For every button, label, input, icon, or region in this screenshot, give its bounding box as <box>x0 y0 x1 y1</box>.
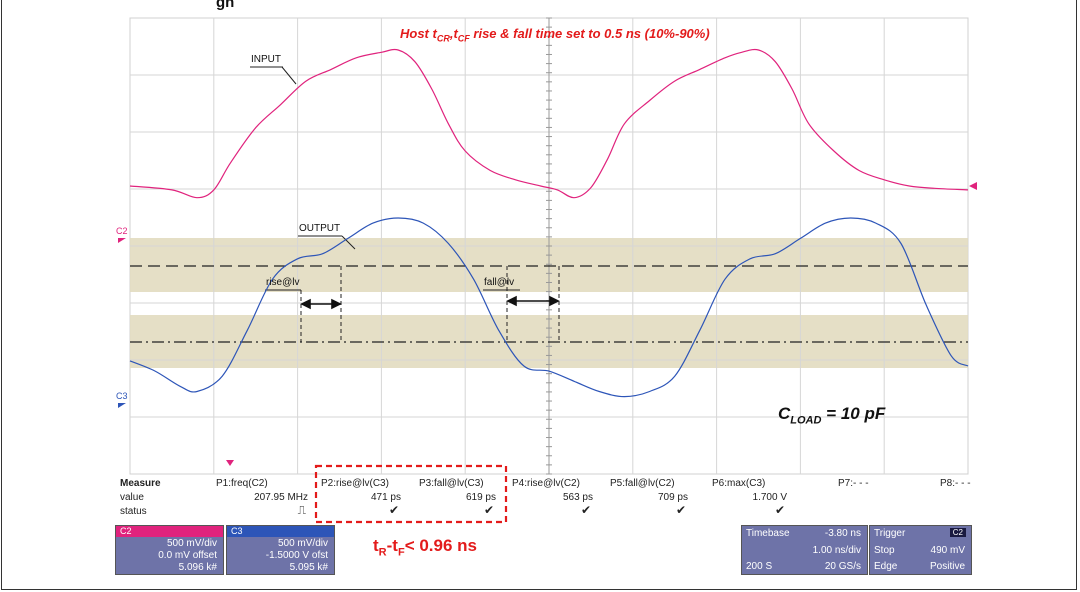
measure-param-value: 207.95 MHz <box>254 492 308 503</box>
measure-param-name: P7:- - - <box>838 478 869 489</box>
cload-sub: LOAD <box>790 414 822 427</box>
c2-channel-label: C2 <box>116 226 128 236</box>
trigger-position-marker <box>226 460 234 466</box>
timebase-delay: -3.80 ns <box>824 528 861 539</box>
trtf-text: < 0.96 ns <box>404 536 477 555</box>
chart-annotation-title: Host tCR,tCF rise & fall time set to 0.5… <box>400 26 710 44</box>
measure-param-name: P4:rise@lv(C2) <box>512 478 580 489</box>
cload-text: C <box>778 404 791 423</box>
c2-offset-marker <box>969 182 977 190</box>
c2-channel-badge[interactable]: C2 500 mV/div 0.0 mV offset 5.096 k# <box>115 525 224 575</box>
input-label-leader <box>281 66 297 85</box>
trigger-level: 490 mV <box>930 545 965 556</box>
measure-param-status: ✔ <box>388 503 399 517</box>
annotation-text: rise & fall time set to 0.5 ns (10%-90%) <box>469 26 710 41</box>
fall-arrow <box>506 295 560 307</box>
timebase-div: 1.00 ns/div <box>812 545 861 556</box>
c3-vdiv: 500 mV/div <box>277 538 328 549</box>
trigger-type: Edge <box>874 561 898 572</box>
output-trace-label: OUTPUT <box>299 223 341 234</box>
trtf-text: -t <box>386 536 398 555</box>
output-label-leader <box>341 235 356 250</box>
timebase-samples: 200 S <box>746 561 773 572</box>
timebase-rate: 20 GS/s <box>824 561 861 572</box>
measure-param-status: ✔ <box>580 503 591 517</box>
c3-badge-name: C3 <box>231 526 243 536</box>
measurement-highlight-box <box>314 464 508 524</box>
value-row-header: value <box>120 492 144 503</box>
c3-channel-label: C3 <box>116 391 128 401</box>
trigger-mode: Stop <box>874 545 895 556</box>
trigger-panel[interactable]: Trigger C2 Stop 490 mV Edge Positive <box>869 525 972 575</box>
measure-row-header: Measure <box>120 478 161 489</box>
trigger-label: Trigger <box>874 528 906 539</box>
c2-offset: 0.0 mV offset <box>158 550 217 561</box>
measure-param-name: P3:fall@lv(C3) <box>419 478 484 489</box>
measure-param-status: ✔ <box>483 503 494 517</box>
annotation-sub: CR <box>436 33 450 44</box>
rise-trace-label: rise@lv <box>266 277 300 288</box>
timebase-panel[interactable]: Timebase -3.80 ns 1.00 ns/div 200 S 20 G… <box>741 525 868 575</box>
measure-param-name: P2:rise@lv(C3) <box>321 478 389 489</box>
output-waveform <box>129 217 969 398</box>
annotation-text: Host t <box>400 26 437 41</box>
c2-points: 5.096 k# <box>178 562 217 573</box>
measure-param-value: 619 ps <box>465 492 496 503</box>
cload-text: = 10 pF <box>821 404 886 423</box>
measure-param-status: ⎍ <box>297 503 306 517</box>
fall-trace-label: fall@lv <box>484 277 515 288</box>
trigger-slope: Positive <box>929 561 965 572</box>
measure-param-value: 471 ps <box>370 492 401 503</box>
c3-badge-header <box>227 526 334 537</box>
measure-param-value: 563 ps <box>562 492 593 503</box>
c3-ground-marker <box>118 403 126 408</box>
load-capacitance-label: CLOAD = 10 pF <box>778 404 885 426</box>
trtf-sub: F <box>397 546 405 559</box>
annotation-text: ,t <box>449 26 458 41</box>
c3-channel-badge[interactable]: C3 500 mV/div -1.5000 V ofst 5.095 k# <box>226 525 335 575</box>
measure-param-value: 1.700 V <box>752 492 787 503</box>
c3-points: 5.095 k# <box>289 562 328 573</box>
measure-param-value: 709 ps <box>657 492 688 503</box>
trtf-text: t <box>373 536 379 555</box>
c2-ground-marker <box>118 238 126 243</box>
c2-vdiv: 500 mV/div <box>166 538 217 549</box>
c2-badge-header <box>116 526 223 537</box>
input-waveform <box>129 48 969 199</box>
input-trace-label: INPUT <box>251 54 281 65</box>
rise-fall-time-result: tR-tF< 0.96 ns <box>373 536 477 558</box>
scope-grid <box>130 17 968 475</box>
trigger-channel-chip: C2 <box>949 528 966 537</box>
measure-param-status: ✔ <box>774 503 785 517</box>
measure-param-name: P6:max(C3) <box>712 478 766 489</box>
measure-param-status: ✔ <box>675 503 686 517</box>
rise-arrow <box>300 298 342 310</box>
measure-param-name: P1:freq(C2) <box>216 478 268 489</box>
status-row-header: status <box>120 506 147 517</box>
measure-param-name: P8:- - - <box>940 478 971 489</box>
annotation-sub: CF <box>457 33 470 44</box>
c2-badge-name: C2 <box>120 526 132 536</box>
timebase-label: Timebase <box>746 528 790 539</box>
trtf-sub: R <box>378 546 387 559</box>
c3-offset: -1.5000 V ofst <box>265 550 328 561</box>
figure-title-fragment: gn <box>216 0 235 11</box>
measure-param-name: P5:fall@lv(C2) <box>610 478 675 489</box>
